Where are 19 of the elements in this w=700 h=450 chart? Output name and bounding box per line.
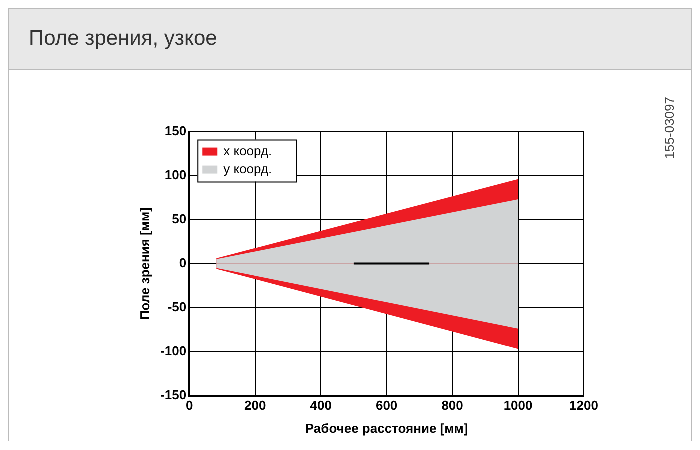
legend-label: x коорд. <box>224 143 272 158</box>
y-tick-label: 100 <box>164 167 187 182</box>
chart-title: Поле зрения, узкое <box>9 9 691 70</box>
x-axis-title: Рабочее расстояние [мм] <box>305 420 468 436</box>
y-tick-label: 50 <box>172 211 187 226</box>
y-tick-label: 150 <box>164 123 187 138</box>
x-tick-label: 1000 <box>504 398 533 414</box>
x-tick-label: 1200 <box>570 398 598 414</box>
x-tick-label: 600 <box>376 398 398 414</box>
y-tick-label: 0 <box>179 255 187 270</box>
legend-label: y коорд. <box>224 161 272 176</box>
x-tick-label: 200 <box>244 398 266 414</box>
y-axis-title: Поле зрения [мм] <box>137 208 152 320</box>
y-tick-label: -50 <box>168 299 187 314</box>
y-tick-label: -100 <box>160 343 187 358</box>
x-tick-label: 400 <box>310 398 332 414</box>
y-tick-label: -150 <box>160 387 187 402</box>
text: 155-03097 <box>662 97 677 160</box>
x-tick-label: 800 <box>442 398 464 414</box>
